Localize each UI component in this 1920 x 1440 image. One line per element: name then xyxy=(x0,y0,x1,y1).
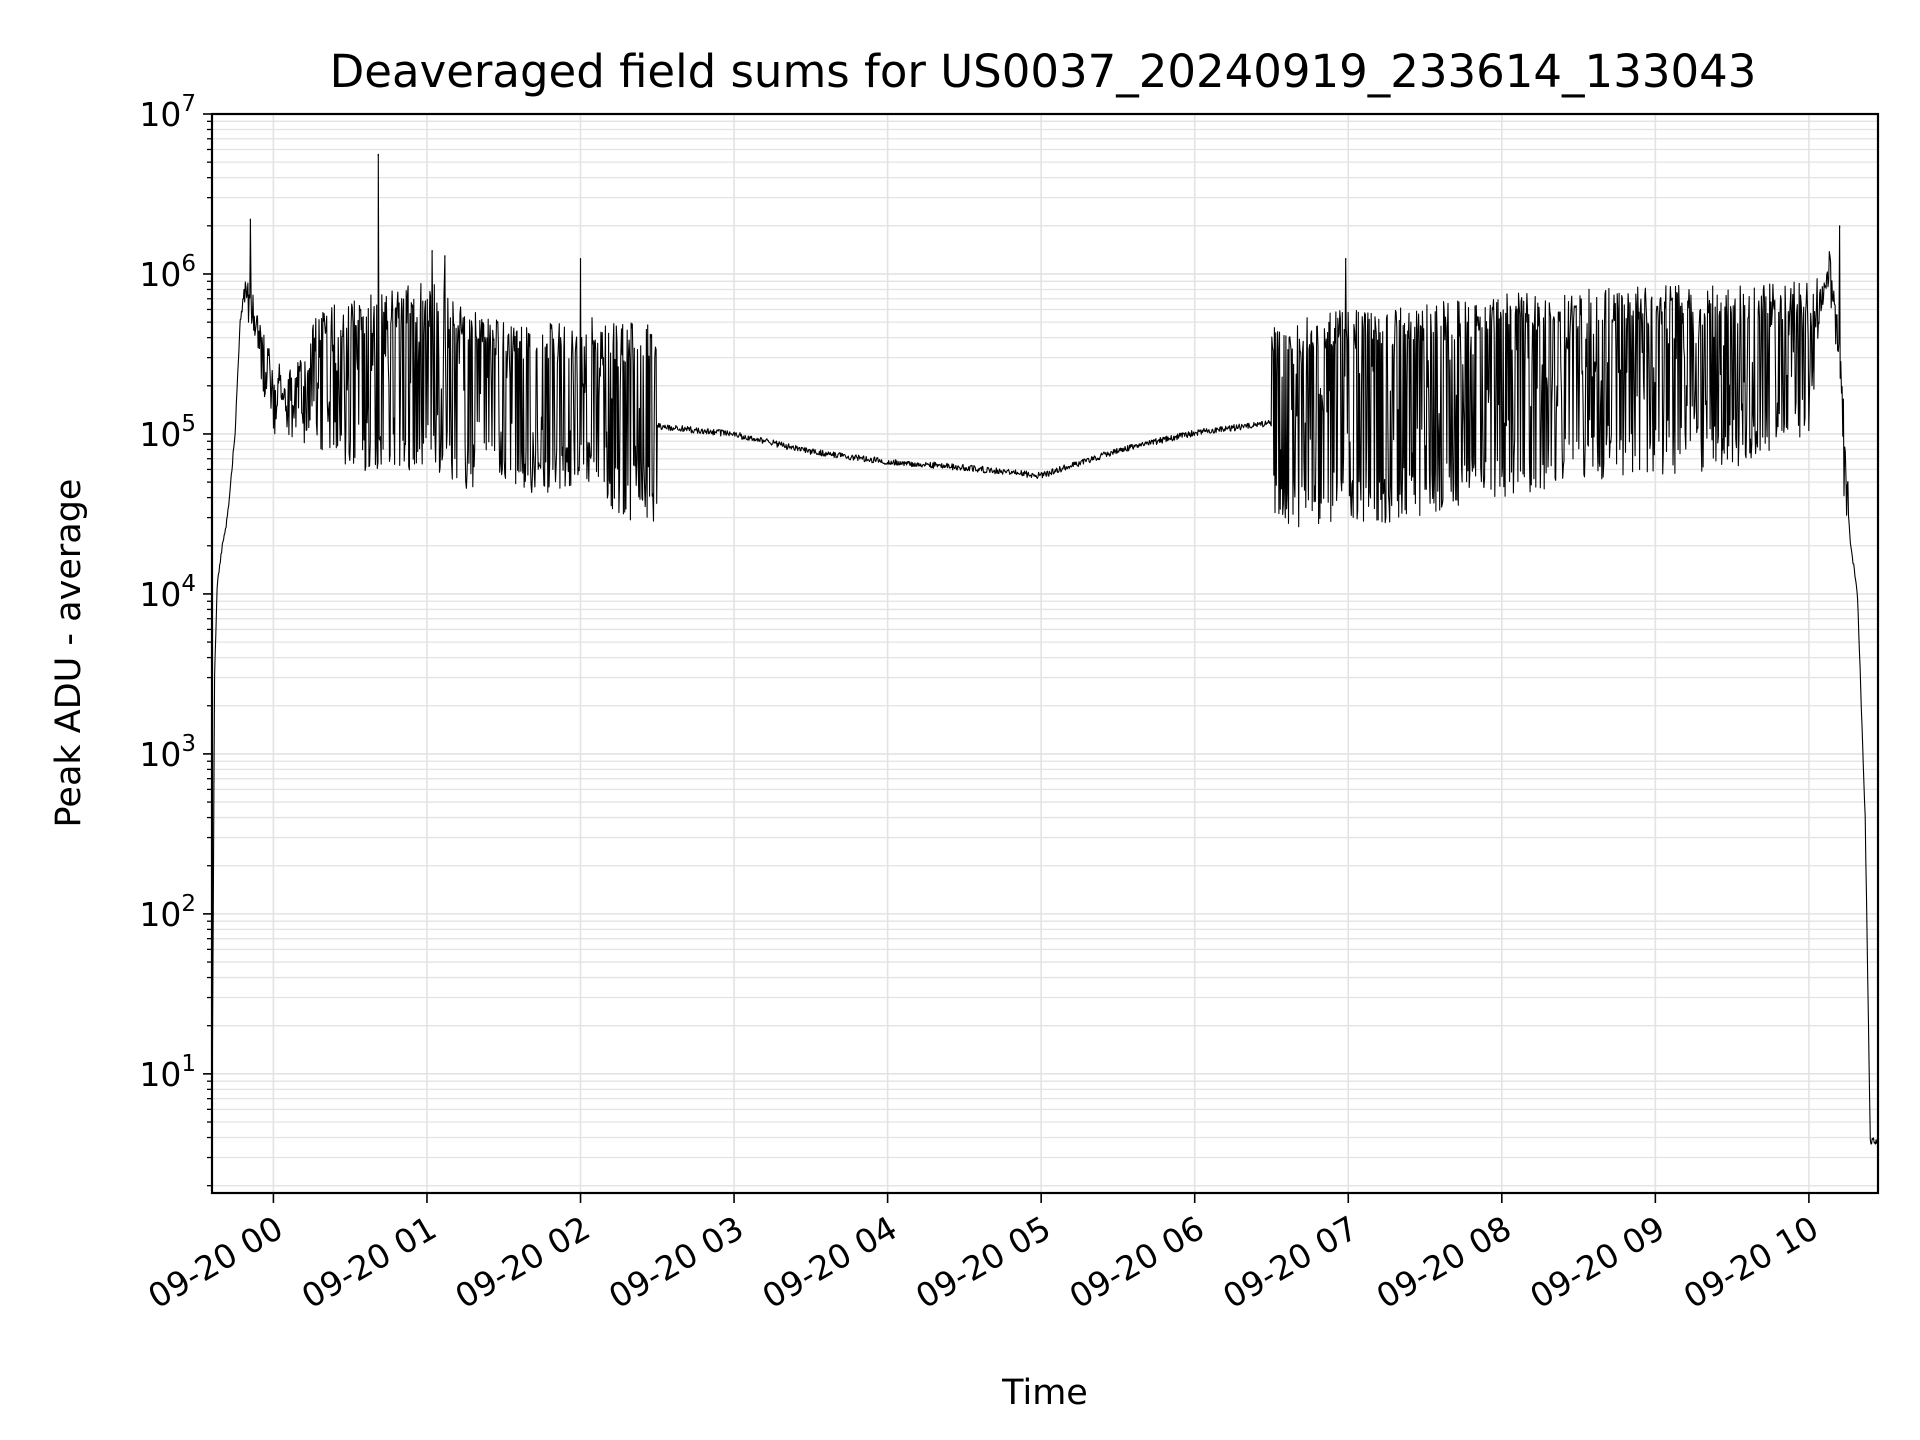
y-tick-label: 101 xyxy=(139,1051,196,1094)
y-tick-label: 105 xyxy=(139,411,196,454)
y-tick-label: 102 xyxy=(139,891,196,934)
y-tick-label: 107 xyxy=(139,91,196,134)
data-line xyxy=(211,153,1879,1145)
y-axis-title: Peak ADU - average xyxy=(49,479,89,828)
y-tick-label: 106 xyxy=(139,251,196,294)
plot-frame xyxy=(210,112,1880,1195)
y-tick-label: 103 xyxy=(139,731,196,774)
y-tick-label: 104 xyxy=(139,571,196,614)
chart-title: Deaveraged field sums for US0037_2024091… xyxy=(330,45,1757,98)
y-axis: 101 102 103 104 105 106 107 xyxy=(139,91,212,1187)
x-axis-title: Time xyxy=(1001,1373,1088,1413)
series-line xyxy=(211,153,1879,1145)
grid xyxy=(212,113,1878,1193)
